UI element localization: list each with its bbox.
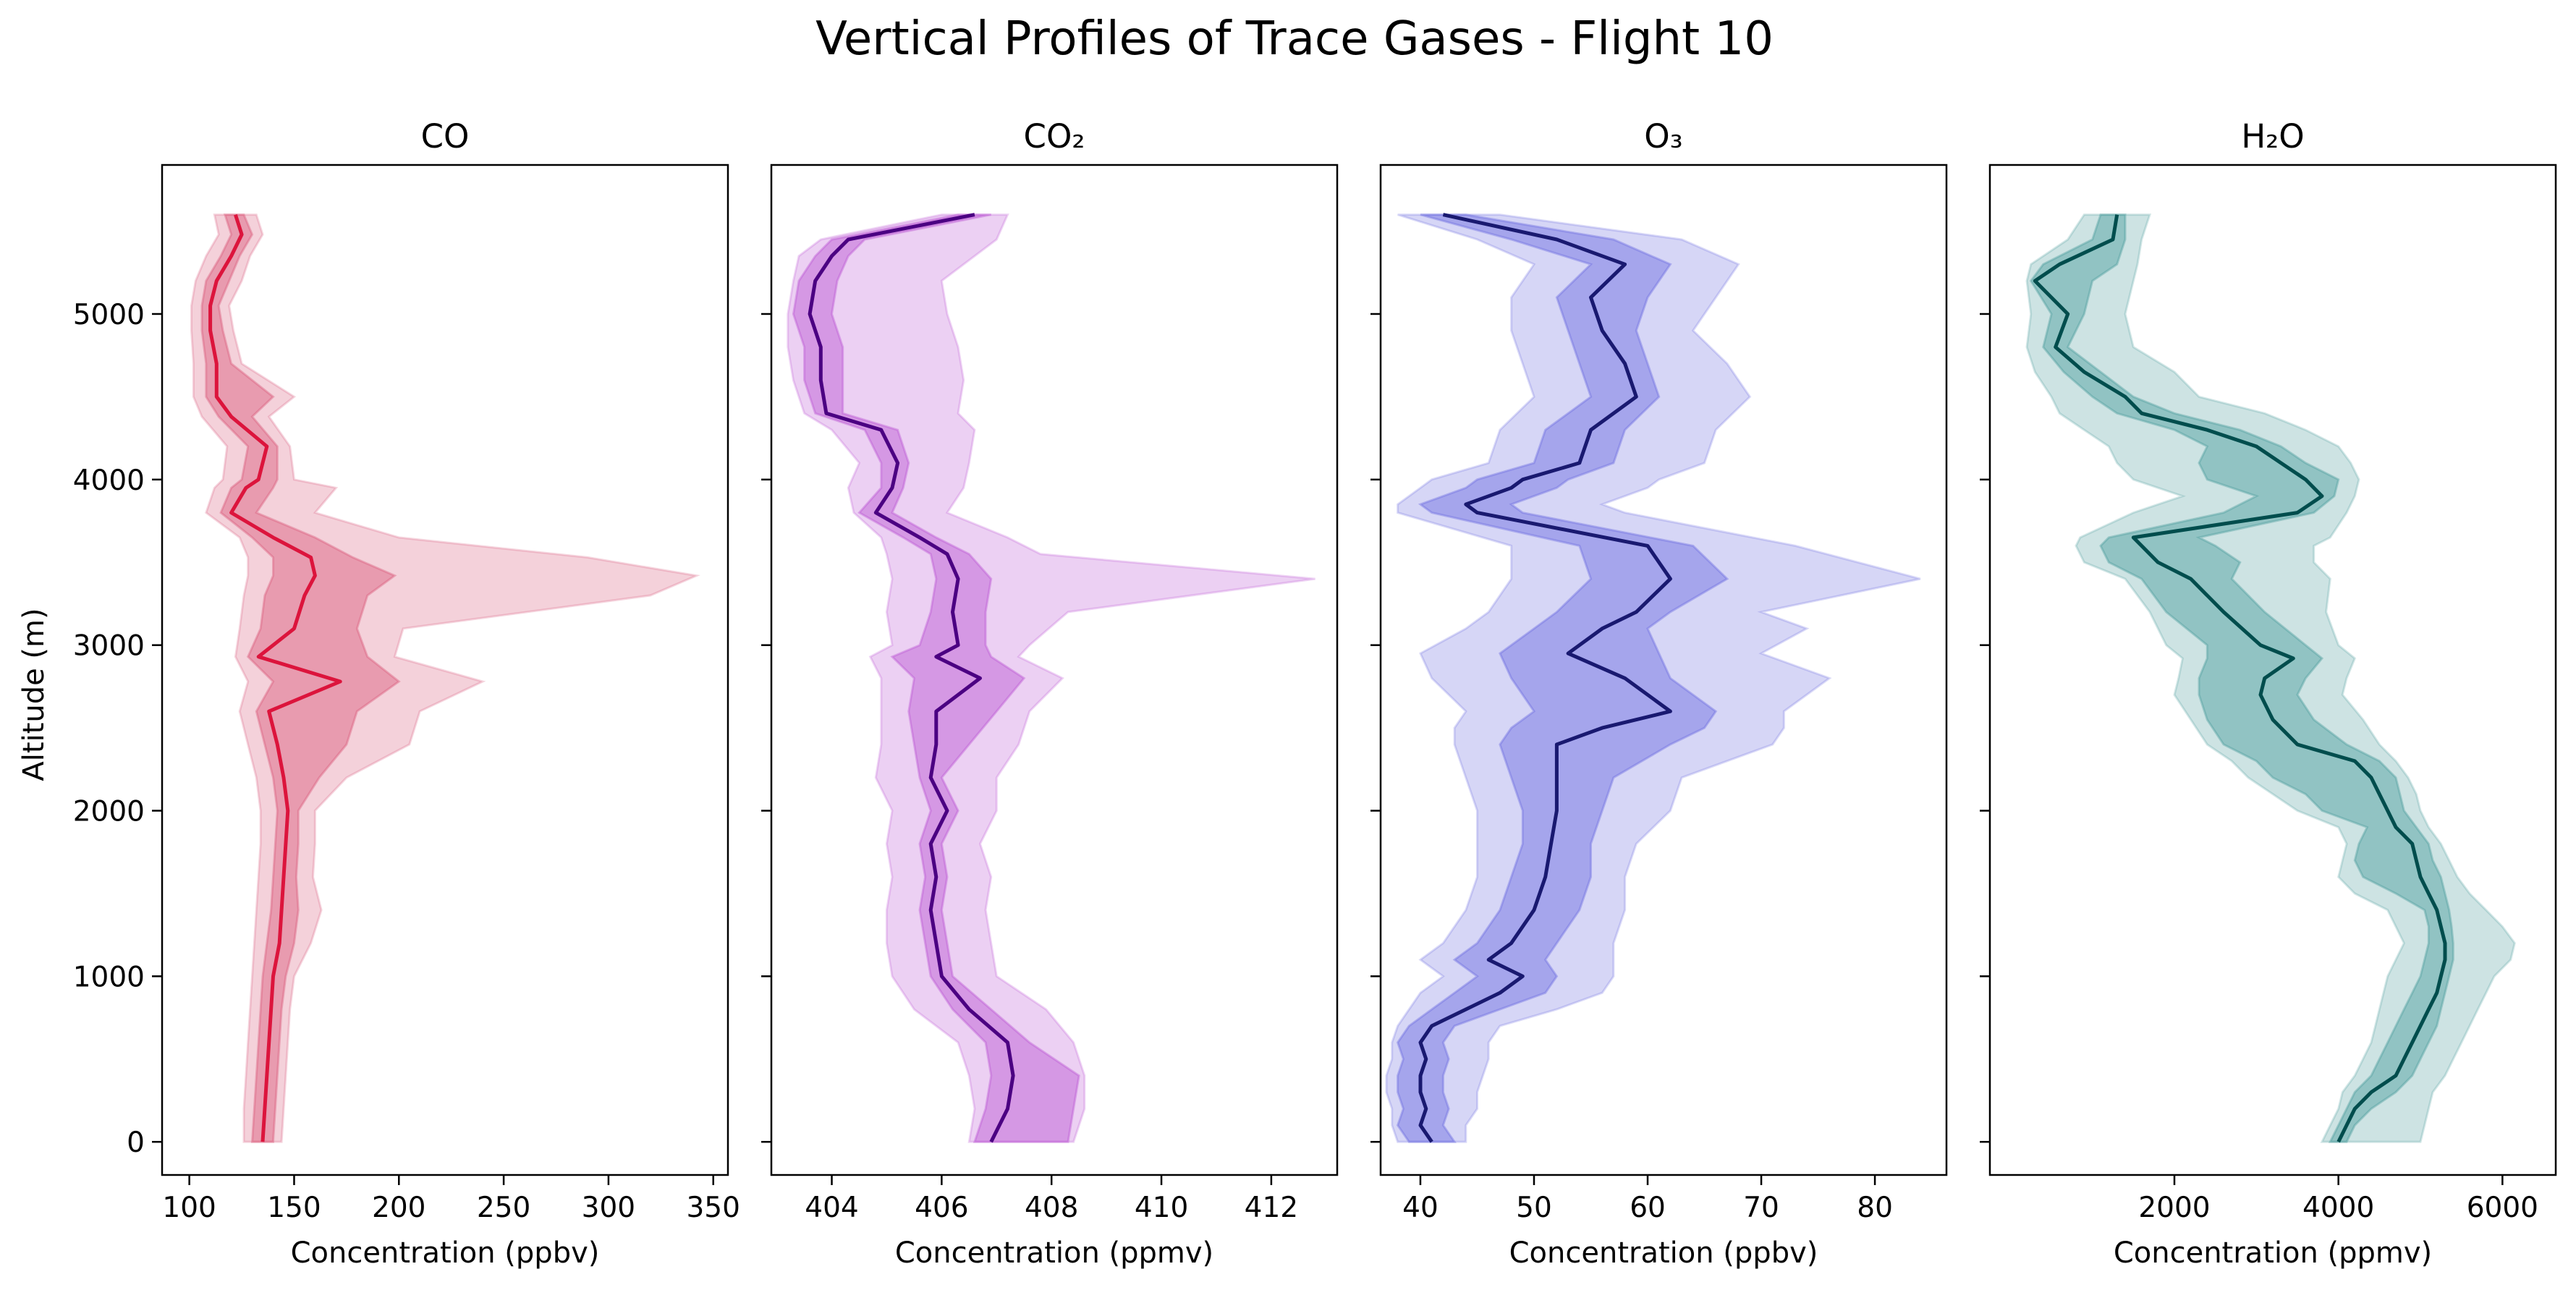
x-tick-label-co2: 406: [915, 1192, 968, 1224]
x-tick-label-h2o: 2000: [2138, 1192, 2210, 1224]
y-tick-label: 2000: [73, 796, 145, 828]
mean-line-co2: [808, 213, 1015, 1143]
x-tick-label-o3: 70: [1743, 1192, 1779, 1224]
mean-line-h2o: [2033, 214, 2447, 1143]
x-tick-label-co: 350: [686, 1192, 740, 1224]
inner-band-h2o: [2029, 213, 2454, 1143]
plot-area-h2o: [2025, 213, 2516, 1143]
panel-title-co2: CO₂: [1024, 117, 1085, 156]
x-tick-label-o3: 60: [1630, 1192, 1666, 1224]
x-tick-label-o3: 50: [1516, 1192, 1552, 1224]
x-tick-label-o3: 40: [1402, 1192, 1439, 1224]
axes-frame-co2: [770, 164, 1339, 1176]
axes-frame-co: [161, 164, 729, 1176]
x-tick-label-co2: 412: [1245, 1192, 1298, 1224]
figure-title: Vertical Profiles of Trace Gases - Fligh…: [815, 12, 1774, 66]
x-axis-label-co: Concentration (ppbv): [291, 1236, 600, 1270]
plot-area-co2: [787, 213, 1315, 1143]
y-tick-label: 3000: [73, 630, 145, 663]
axes-frame-h2o: [1988, 164, 2557, 1176]
x-tick-label-co: 200: [372, 1192, 425, 1224]
x-axis-label-o3: Concentration (ppbv): [1509, 1236, 1818, 1270]
x-axis-label-co2: Concentration (ppmv): [895, 1236, 1213, 1270]
x-tick-label-co: 100: [162, 1192, 216, 1224]
x-tick-label-h2o: 6000: [2467, 1192, 2538, 1224]
outer-band-h2o: [2025, 213, 2516, 1143]
y-tick-label: 0: [127, 1126, 145, 1159]
mean-line-co: [208, 213, 342, 1142]
inner-band-o3: [1396, 213, 1729, 1143]
x-tick-label-co2: 408: [1025, 1192, 1078, 1224]
x-tick-label-co: 250: [477, 1192, 530, 1224]
y-tick-label: 5000: [73, 299, 145, 331]
x-tick-label-o3: 80: [1857, 1192, 1893, 1224]
x-axis-label-h2o: Concentration (ppmv): [2114, 1236, 2432, 1270]
outer-band-o3: [1385, 213, 1921, 1143]
mean-line-o3: [1418, 213, 1672, 1143]
x-tick-label-co2: 404: [805, 1192, 858, 1224]
panel-co2: CO₂ Concentration (ppmv) 404 406 408 410 412: [761, 117, 1339, 1270]
plot-area-o3: [1385, 213, 1921, 1143]
panel-h2o: H₂O Concentration (ppmv) 2000 4000 6000: [1980, 117, 2557, 1270]
panel-title-o3: O₃: [1644, 117, 1682, 156]
inner-band-co2: [792, 213, 1080, 1143]
x-tick-label-co: 150: [267, 1192, 321, 1224]
inner-band-co: [200, 213, 401, 1143]
panel-title-co: CO: [421, 117, 470, 156]
panel-o3: O₃ Concentration (ppbv) 40 50 60 70 80: [1370, 117, 1948, 1270]
outer-band-co2: [787, 213, 1315, 1143]
x-tick-label-co2: 410: [1135, 1192, 1188, 1224]
axes-frame-o3: [1379, 164, 1948, 1176]
panel-title-h2o: H₂O: [2241, 117, 2304, 156]
y-tick-label: 4000: [73, 464, 145, 497]
y-axis-label: Altitude (m): [17, 608, 51, 781]
x-tick-label-h2o: 4000: [2302, 1192, 2374, 1224]
y-tick-label: 1000: [73, 961, 145, 993]
plot-area-co: [190, 213, 700, 1143]
outer-band-co: [190, 213, 700, 1143]
x-tick-label-co: 300: [582, 1192, 635, 1224]
panel-co: CO Concentration (ppbv) 100 150 200 250 300 3…: [73, 117, 740, 1270]
